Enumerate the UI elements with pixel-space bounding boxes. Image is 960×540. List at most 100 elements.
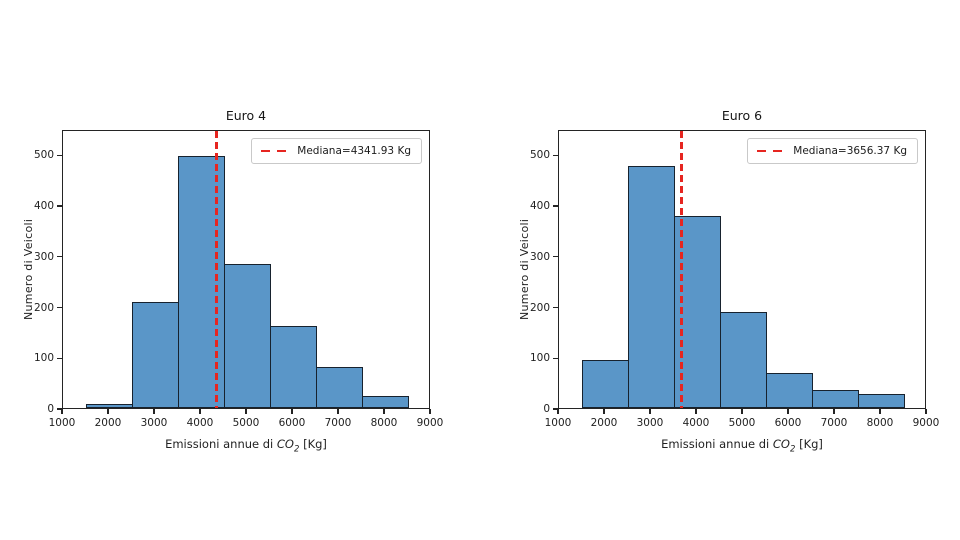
legend-label: Mediana=4341.93 Kg <box>297 145 411 157</box>
x-axis-label-math: CO2 <box>276 437 300 455</box>
y-tick-label: 400 <box>33 200 54 213</box>
histogram-bar <box>766 372 813 408</box>
y-tick-label: 400 <box>529 200 550 213</box>
x-tick-label: 1000 <box>48 417 76 429</box>
x-axis-label-suffix: [Kg] <box>299 437 327 451</box>
y-tick-label: 500 <box>529 149 550 162</box>
y-tick-mark <box>57 306 62 309</box>
x-axis-label: Emissioni annue di CO2 [Kg] <box>558 437 926 454</box>
x-axis-label-co: CO <box>772 437 790 451</box>
median-line <box>215 131 219 408</box>
histogram-bar <box>316 367 363 408</box>
median-line <box>679 131 683 408</box>
y-tick-mark <box>57 154 62 156</box>
x-tick-label: 1000 <box>544 417 572 429</box>
chart-euro6: Euro 6 Numero di Veicoli Mediana=3656.37… <box>516 105 960 457</box>
x-axis-label: Emissioni annue di CO2 [Kg] <box>62 437 430 454</box>
histogram-bar <box>812 390 859 408</box>
x-axis-label-suffix: [Kg] <box>795 437 823 451</box>
x-tick-label: 2000 <box>590 417 618 429</box>
y-axis-label: Numero di Veicoli <box>22 218 35 321</box>
chart-euro4: Euro 4 Numero di Veicoli Mediana=4341.93… <box>20 105 465 457</box>
median-dashed-line-icon <box>757 149 785 153</box>
y-tick-label: 0 <box>47 403 54 415</box>
x-tick-label: 9000 <box>416 417 444 429</box>
chart-title: Euro 6 <box>721 108 763 123</box>
x-tick-label: 8000 <box>370 417 398 429</box>
x-tick-label: 7000 <box>820 417 848 429</box>
y-tick-mark <box>57 205 62 207</box>
x-tick-label: 9000 <box>912 417 940 429</box>
y-tick-mark <box>553 154 558 156</box>
y-tick-mark <box>553 306 558 309</box>
x-tick-mark <box>557 409 559 414</box>
x-tick-label: 7000 <box>324 417 352 429</box>
y-tick-mark <box>57 408 62 410</box>
x-tick-label: 4000 <box>186 417 214 429</box>
y-tick-label: 500 <box>33 149 54 162</box>
y-tick-mark <box>553 205 558 207</box>
histogram-bar <box>86 403 133 408</box>
histogram-bar <box>858 394 905 408</box>
x-tick-label: 6000 <box>278 417 306 429</box>
y-tick-mark <box>553 357 558 359</box>
x-tick-label: 5000 <box>728 417 756 429</box>
y-tick-mark <box>553 256 558 258</box>
y-tick-label: 300 <box>33 250 54 263</box>
x-tick-label: 6000 <box>774 417 802 429</box>
median-dashed-line-icon <box>261 149 289 153</box>
legend-label: Mediana=3656.37 Kg <box>793 145 907 157</box>
x-tick-mark <box>741 409 743 414</box>
x-tick-mark <box>925 409 927 414</box>
x-axis-label-prefix: Emissioni annue di <box>661 437 773 451</box>
x-tick-mark <box>603 409 605 414</box>
x-tick-mark <box>337 409 339 414</box>
x-axis-label-subscript: 2 <box>790 444 796 455</box>
histogram-bar <box>628 166 675 408</box>
histogram-bar <box>720 311 767 408</box>
x-tick-mark <box>153 409 155 414</box>
legend: Mediana=3656.37 Kg <box>747 138 918 164</box>
plot-area: Mediana=4341.93 Kg <box>62 130 430 409</box>
x-axis-label-subscript: 2 <box>294 444 300 455</box>
x-tick-label: 3000 <box>636 417 664 429</box>
histogram-bar <box>224 264 271 408</box>
y-tick-mark <box>553 408 558 410</box>
histogram-bar <box>270 325 317 408</box>
x-tick-label: 3000 <box>140 417 168 429</box>
x-tick-label: 8000 <box>866 417 894 429</box>
legend: Mediana=4341.93 Kg <box>251 138 422 164</box>
y-tick-label: 100 <box>529 352 550 365</box>
x-tick-mark <box>649 409 651 414</box>
y-tick-label: 100 <box>33 352 54 365</box>
x-tick-label: 5000 <box>232 417 260 429</box>
x-axis-label-co: CO <box>276 437 294 451</box>
chart-title: Euro 4 <box>225 108 267 123</box>
x-tick-mark <box>107 409 109 414</box>
x-tick-mark <box>245 409 247 414</box>
y-tick-mark <box>57 357 62 359</box>
x-axis-label-math: CO2 <box>772 437 796 455</box>
y-axis-label: Numero di Veicoli <box>518 218 531 321</box>
plot-area: Mediana=3656.37 Kg <box>558 130 926 409</box>
x-tick-mark <box>833 409 835 414</box>
x-tick-mark <box>429 409 431 414</box>
y-tick-label: 0 <box>543 403 550 415</box>
y-tick-label: 200 <box>529 301 550 314</box>
x-axis-label-prefix: Emissioni annue di <box>165 437 277 451</box>
x-tick-mark <box>61 409 63 414</box>
x-tick-mark <box>291 409 293 414</box>
histogram-bar <box>132 301 179 408</box>
y-tick-mark <box>57 256 62 258</box>
x-tick-label: 2000 <box>94 417 122 429</box>
x-tick-mark <box>879 409 881 414</box>
y-tick-label: 200 <box>33 301 54 314</box>
x-tick-mark <box>787 409 789 414</box>
x-tick-mark <box>199 409 201 414</box>
histogram-bar <box>582 359 629 408</box>
histogram-bar <box>362 396 409 408</box>
x-tick-mark <box>383 409 385 414</box>
y-tick-label: 300 <box>529 250 550 263</box>
x-tick-mark <box>695 409 697 414</box>
